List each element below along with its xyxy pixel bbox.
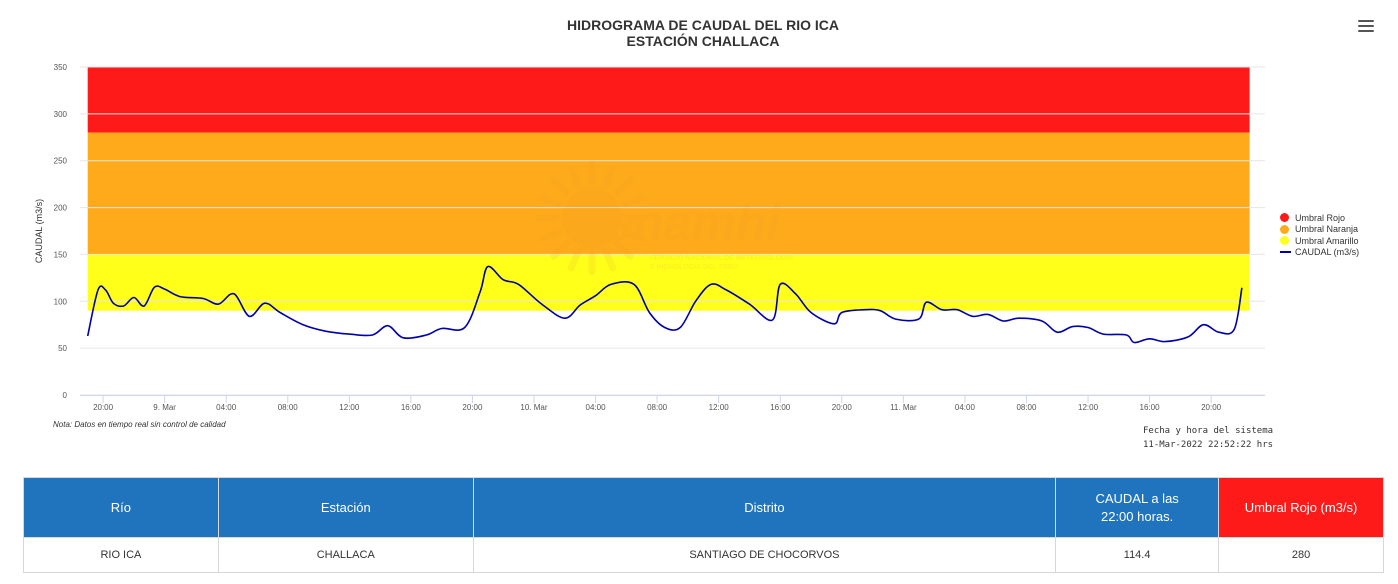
y-tick-label: 350 [54, 63, 68, 72]
x-tick-label: 12:00 [339, 403, 360, 412]
table-header-row: Río Estación Distrito CAUDAL a las 22:00… [23, 477, 1384, 538]
system-date-value: 11-Mar-2022 22:52:22 hrs [1143, 440, 1274, 450]
threshold-band-umbral-rojo [87, 67, 1250, 133]
x-tick-label: 11. Mar [890, 403, 917, 412]
x-tick-label: 04:00 [586, 403, 607, 412]
sun-logo-icon [534, 160, 650, 276]
chart-legend: Umbral Rojo Umbral Naranja Umbral Amaril… [1280, 212, 1359, 258]
legend-label: Umbral Amarillo [1295, 235, 1359, 246]
threshold-band-umbral-amarillo [87, 254, 1250, 311]
y-tick-label: 200 [54, 204, 68, 213]
station-table: Río Estación Distrito CAUDAL a las 22:00… [23, 477, 1384, 573]
legend-label: Umbral Naranja [1295, 224, 1359, 235]
cell-rio: RIO ICA [23, 537, 219, 573]
chart-subtitle: ESTACIÓN CHALLACA [626, 33, 780, 49]
table-row: RIO ICA CHALLACA SANTIAGO DE CHOCORVOS 1… [23, 537, 1384, 573]
watermark-line2: E HIDROLOGÍA DEL PERÚ [650, 262, 738, 271]
legend-label: CAUDAL (m3/s) [1295, 247, 1360, 258]
cell-distrito: SANTIAGO DE CHOCORVOS [472, 537, 1057, 573]
watermark-brand: Senamhi [572, 195, 782, 251]
y-tick-label: 0 [63, 391, 68, 400]
x-tick-label: 16:00 [401, 403, 422, 412]
sun-ray [613, 176, 634, 197]
cell-caudal: 114.4 [1055, 537, 1220, 573]
x-tick-label: 20:00 [832, 403, 853, 412]
hamburger-menu-icon[interactable] [1358, 20, 1374, 34]
x-tick-label: 04:00 [955, 403, 976, 412]
sun-ray [567, 164, 582, 189]
x-tick-label: 10. Mar [520, 403, 547, 412]
legend-item-umbral-rojo[interactable]: Umbral Rojo [1280, 212, 1359, 224]
header-rio: Río [23, 477, 219, 538]
sun-ray [550, 176, 571, 197]
header-caudal-line1: CAUDAL a las [1095, 490, 1179, 506]
x-tick-label: 20:00 [93, 403, 114, 412]
header-distrito: Distrito [472, 477, 1057, 538]
header-caudal: CAUDAL a las 22:00 horas. [1055, 477, 1220, 538]
cell-estacion: CHALLACA [217, 537, 474, 573]
legend-dot-icon [1280, 236, 1289, 246]
sun-ray [613, 239, 634, 260]
quality-note: Nota: Datos en tiempo real sin control d… [53, 420, 226, 429]
x-tick-label: 9. Mar [153, 403, 176, 412]
y-tick-label: 100 [54, 297, 68, 306]
x-tick-label: 16:00 [1140, 403, 1161, 412]
sun-ray [550, 239, 571, 260]
header-caudal-line2: 22:00 horas. [1100, 508, 1174, 524]
hydrograph-chart: HIDROGRAMA DE CAUDAL DEL RIO ICA ESTACIÓ… [34, 17, 1374, 452]
y-tick-label: 150 [54, 250, 68, 259]
legend-dot-icon [1280, 213, 1289, 223]
x-tick-label: 04:00 [216, 403, 237, 412]
sun-ray [602, 247, 617, 272]
plot-area: Senamhi SERVICIO NACIONAL DE METEOROLOGÍ… [34, 63, 1265, 412]
legend-label: Umbral Rojo [1295, 212, 1346, 223]
y-tick-label: 250 [54, 157, 68, 166]
legend-line-icon [1280, 251, 1291, 254]
x-tick-label: 20:00 [1201, 403, 1222, 412]
header-estacion: Estación [217, 477, 474, 538]
sun-ray [602, 164, 617, 189]
cell-umbral: 280 [1218, 537, 1384, 573]
x-tick-label: 08:00 [278, 403, 299, 412]
sun-ray [621, 228, 646, 243]
sun-ray [538, 228, 563, 243]
series-line-caudal[interactable] [86, 265, 1243, 344]
x-tick-label: 12:00 [709, 403, 730, 412]
y-tick-label: 300 [54, 110, 68, 119]
x-tick-label: 20:00 [462, 403, 483, 412]
y-axis-label: CAUDAL (m3/s) [34, 199, 44, 263]
legend-dot-icon [1280, 224, 1289, 234]
x-tick-label: 16:00 [770, 403, 791, 412]
system-date-label: Fecha y hora del sistema [1143, 426, 1274, 436]
senamhi-watermark: Senamhi SERVICIO NACIONAL DE METEOROLOGÍ… [534, 160, 793, 276]
chart-title: HIDROGRAMA DE CAUDAL DEL RIO ICA [567, 17, 839, 33]
sun-ray [621, 193, 646, 208]
legend-item-caudal[interactable]: CAUDAL (m3/s) [1280, 247, 1359, 259]
threshold-band-umbral-naranja [87, 132, 1250, 255]
header-umbral-rojo: Umbral Rojo (m3/s) [1218, 477, 1384, 538]
legend-item-umbral-naranja[interactable]: Umbral Naranja [1280, 224, 1359, 236]
sun-ray [538, 193, 563, 208]
watermark-line1: SERVICIO NACIONAL DE METEOROLOGÍA [650, 253, 793, 262]
system-date: Fecha y hora del sistema 11-Mar-2022 22:… [1143, 424, 1273, 452]
x-tick-label: 08:00 [647, 403, 668, 412]
legend-item-umbral-amarillo[interactable]: Umbral Amarillo [1280, 235, 1359, 247]
x-tick-label: 12:00 [1078, 403, 1099, 412]
y-tick-label: 50 [58, 344, 67, 353]
sun-ray [567, 247, 582, 272]
x-tick-label: 08:00 [1016, 403, 1037, 412]
